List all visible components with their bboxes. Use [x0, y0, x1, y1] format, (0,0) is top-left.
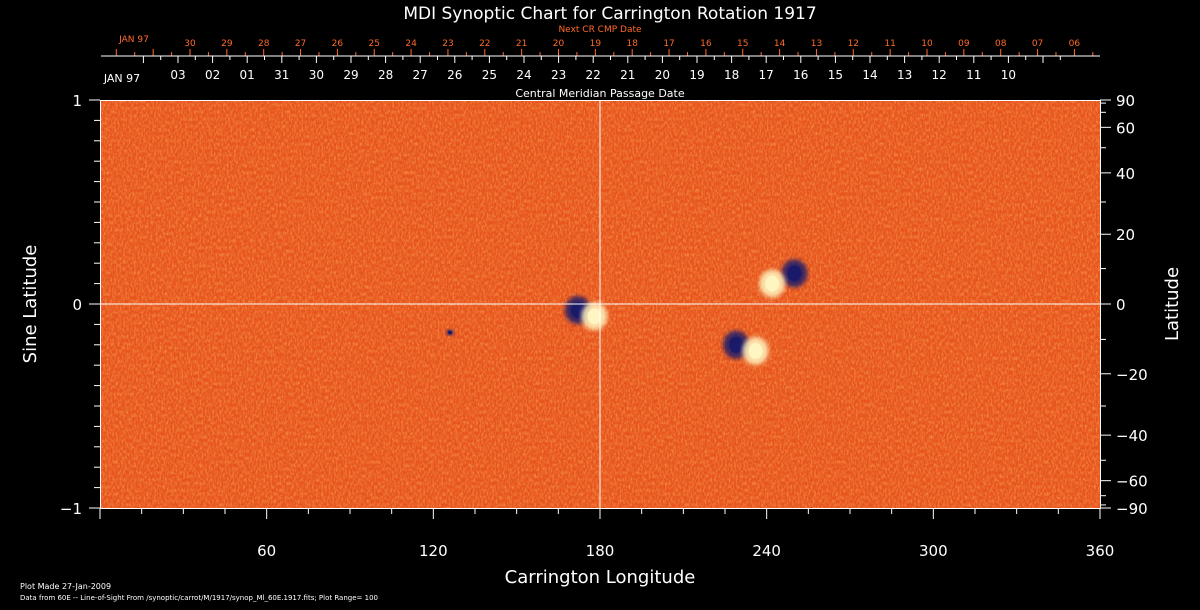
y-right-tick-label: −40	[1116, 427, 1148, 445]
data-source-note: Data from 60E -- Line-of-Sight From /syn…	[20, 594, 378, 602]
y-axis-right: 90 60 40 20 0 −20 −40 −60 −90	[1100, 92, 1148, 518]
y-right-tick-label: −60	[1116, 473, 1148, 491]
y-right-tick-label: 20	[1116, 226, 1135, 244]
next-cmp-date-label: 29	[221, 39, 233, 49]
chart-title: MDI Synoptic Chart for Carrington Rotati…	[403, 4, 816, 24]
x-tick-label: 120	[419, 542, 448, 560]
plot-made-note: Plot Made 27-Jan-2009	[20, 582, 111, 591]
next-cmp-date-label: 30	[184, 39, 196, 49]
active-region-core-positive	[587, 308, 602, 325]
next-cmp-date-label: 11	[884, 39, 895, 49]
cmp-date-label: 12	[932, 68, 947, 82]
cmp-date-label: 10	[1001, 68, 1016, 82]
plot-area	[100, 100, 1101, 509]
cmp-date-label: 01	[240, 68, 255, 82]
cmp-date-label: 23	[551, 68, 566, 82]
next-cmp-date-label: 08	[995, 39, 1007, 49]
y-axis-left-label: Sine Latitude	[20, 245, 41, 364]
next-cmp-date-label: 21	[516, 39, 527, 49]
next-cmp-date-label: 14	[774, 39, 786, 49]
y-left-tick-label: 0	[72, 296, 82, 314]
active-region-core-negative	[570, 302, 585, 319]
active-region-core-negative	[787, 265, 802, 282]
next-cmp-month: JAN 97	[118, 35, 149, 45]
x-axis-label: Carrington Longitude	[505, 567, 696, 588]
next-cmp-date-label: 10	[921, 39, 933, 49]
x-axis: 60 120 180 240 300 360	[99, 508, 1115, 560]
cmp-date-label: 30	[309, 68, 324, 82]
cmp-date-label: 22	[586, 68, 601, 82]
cmp-date-label: 21	[620, 68, 635, 82]
cmp-date-label: 02	[205, 68, 220, 82]
next-cmp-date-label: 28	[258, 39, 270, 49]
next-cmp-label: Next CR CMP Date	[558, 25, 642, 35]
y-axis-left: 1 0 −1	[60, 92, 100, 518]
cmp-date-label: 20	[655, 68, 670, 82]
y-right-tick-label: 60	[1116, 119, 1135, 137]
active-region-core-positive	[765, 275, 780, 292]
y-right-tick-label: −90	[1116, 500, 1148, 518]
active-region-core-positive	[748, 342, 763, 359]
cmp-date-label: 25	[482, 68, 497, 82]
cmp-date-label: 14	[862, 68, 877, 82]
next-cmp-date-label: 18	[626, 39, 638, 49]
next-cmp-date-label: 17	[663, 39, 674, 49]
cmp-axis: 03 02 01 31 30 29 28 27 26 25 24 23 22 21 20 19 18 17 16 15…	[101, 55, 1100, 82]
next-cmp-date-label: 07	[1032, 39, 1043, 49]
cmp-date-label: 27	[413, 68, 428, 82]
active-region-core-negative	[729, 336, 744, 353]
cmp-date-label: 29	[343, 68, 358, 82]
next-cmp-date-label: 06	[1069, 39, 1081, 49]
next-cmp-date-label: 27	[295, 39, 306, 49]
cmp-date-label: 16	[793, 68, 808, 82]
x-tick-label: 60	[257, 542, 276, 560]
next-cmp-date-label: 25	[369, 39, 380, 49]
next-cmp-date-label: 24	[405, 39, 417, 49]
x-tick-label: 360	[1086, 542, 1115, 560]
next-cmp-date-label: 13	[811, 39, 822, 49]
cmp-month: JAN 97	[103, 72, 140, 85]
y-right-tick-label: 90	[1116, 92, 1135, 110]
x-tick-label: 300	[919, 542, 948, 560]
cmp-date-label: 03	[170, 68, 185, 82]
x-tick-label: 240	[752, 542, 781, 560]
y-right-tick-label: 40	[1116, 165, 1135, 183]
next-cmp-date-label: 12	[848, 39, 859, 49]
x-tick-label: 180	[586, 542, 615, 560]
next-cmp-date-label: 16	[700, 39, 712, 49]
active-region-core-negative	[448, 330, 452, 335]
cmp-date-label: 26	[447, 68, 462, 82]
next-cmp-date-label: 09	[958, 39, 970, 49]
next-cmp-date-label: 19	[590, 39, 602, 49]
cmp-date-label: 24	[516, 68, 531, 82]
cmp-date-label: 19	[689, 68, 704, 82]
next-cmp-date-label: 15	[737, 39, 748, 49]
cmp-date-label: 15	[828, 68, 843, 82]
y-left-tick-label: −1	[60, 500, 82, 518]
next-cmp-date-label: 26	[332, 39, 344, 49]
cmp-date-label: 18	[724, 68, 739, 82]
y-right-tick-label: −20	[1116, 366, 1148, 384]
next-cmp-date-label: 23	[442, 39, 453, 49]
next-cmp-date-label: 22	[479, 39, 490, 49]
y-right-tick-label: 0	[1116, 296, 1126, 314]
y-axis-right-label: Latitude	[1162, 267, 1183, 341]
cmp-date-label: 28	[378, 68, 393, 82]
y-left-tick-label: 1	[72, 92, 82, 110]
cmp-date-label: 31	[274, 68, 289, 82]
active-regions	[446, 259, 808, 365]
cmp-date-label: 11	[966, 68, 981, 82]
cmp-axis-label: Central Meridian Passage Date	[515, 87, 684, 100]
cmp-date-label: 13	[897, 68, 912, 82]
cmp-date-label: 17	[759, 68, 774, 82]
next-cmp-date-label: 20	[553, 39, 565, 49]
next-cmp-axis: 30 29 28 27 26 25 24 23 22 21 20 19 18 17 16 15 14 13 12 11…	[115, 39, 1094, 56]
